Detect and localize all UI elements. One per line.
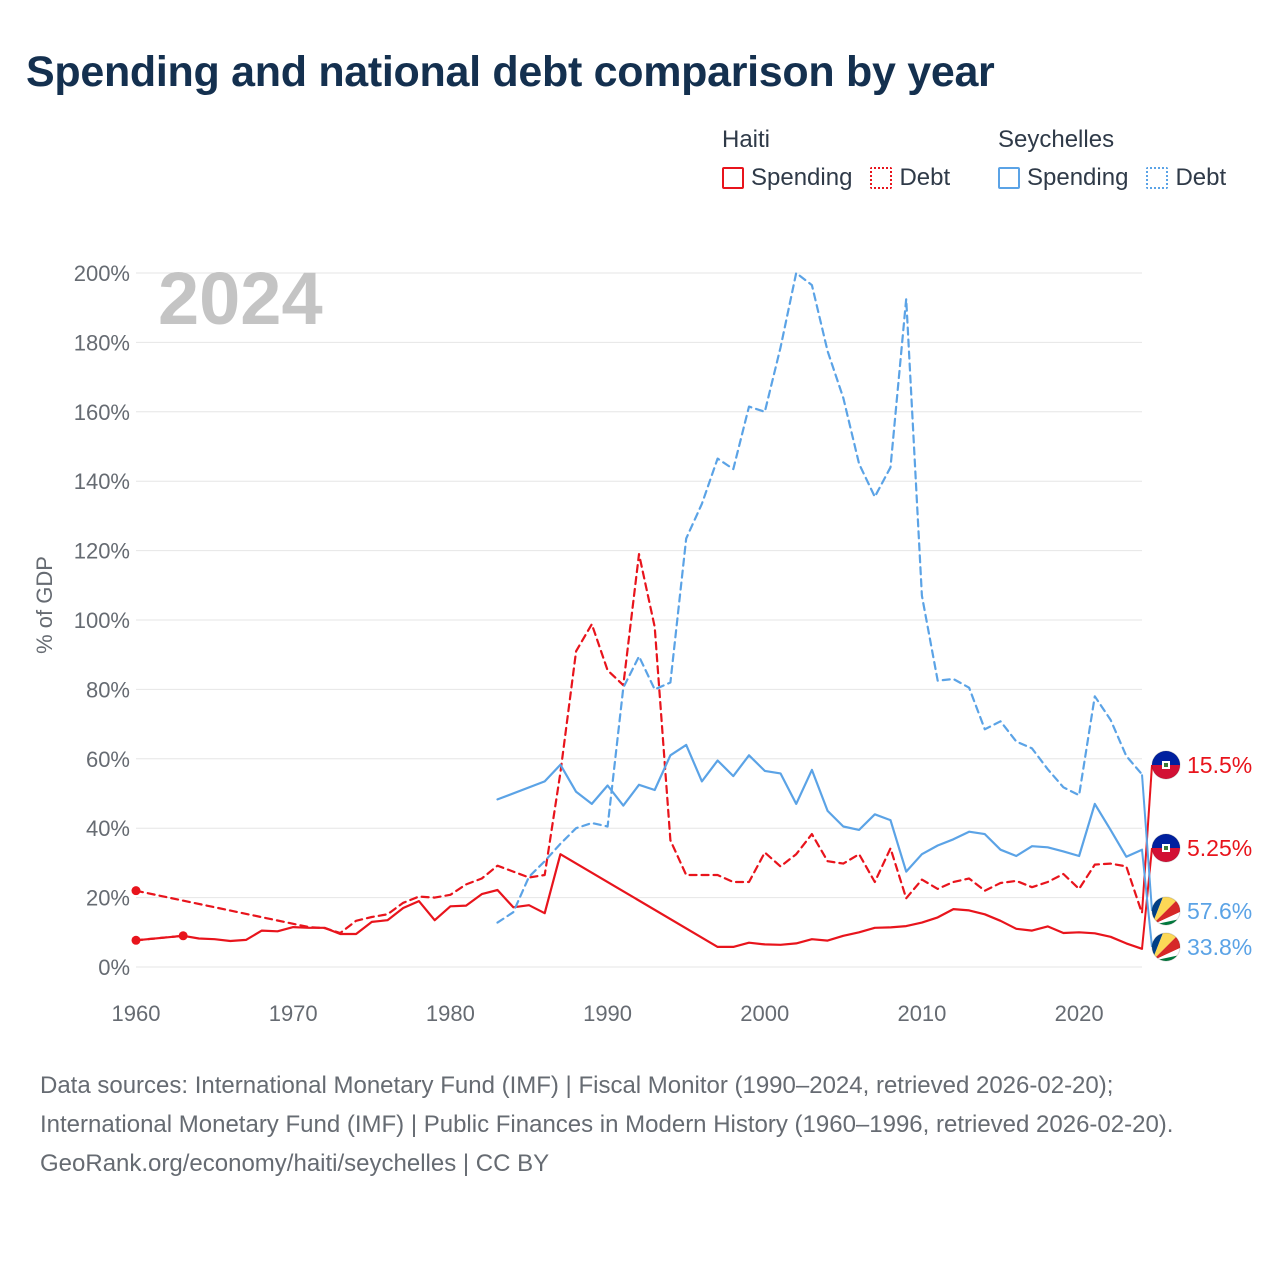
haiti-flag-icon [1151, 833, 1181, 863]
legend-item-haiti-spending[interactable]: Spending [722, 164, 852, 192]
haiti-debt-point [131, 886, 141, 896]
seychelles-debt-line [496, 271, 1144, 924]
legend-swatch-solid [722, 167, 744, 189]
legend-group-haiti: Haiti [722, 124, 770, 156]
legend-swatch-solid [998, 167, 1020, 189]
end-labels: 15.5% 5.25% 57.6% 33.8% [1141, 750, 1252, 962]
x-tick-label: 2000 [740, 1001, 789, 1026]
y-tick-label: 0% [98, 955, 130, 980]
end-label-connector [1141, 849, 1153, 948]
legend-item-haiti-debt[interactable]: Debt [870, 164, 950, 192]
series-markers [131, 886, 188, 945]
end-value-label: 57.6% [1187, 898, 1252, 924]
x-tick-label: 1970 [269, 1001, 318, 1026]
legend-swatch-dotted [870, 167, 893, 189]
chart-title: Spending and national debt comparison by… [26, 48, 995, 96]
x-tick-label: 1960 [112, 1001, 161, 1026]
legend-group-label: Seychelles [998, 126, 1115, 153]
y-axis-label: % of GDP [32, 556, 57, 654]
legend-label: Debt [899, 164, 951, 191]
legend-group-seychelles: Seychelles [998, 124, 1114, 156]
x-tick-label: 1990 [583, 1001, 632, 1026]
y-tick-label: 100% [74, 608, 130, 633]
seychelles-flag-icon [1151, 932, 1181, 962]
attribution-link[interactable]: GeoRank.org/economy/haiti/seychelles | C… [40, 1150, 550, 1177]
y-tick-label: 120% [74, 539, 130, 564]
end-label-connector [1141, 774, 1153, 912]
legend-swatch-dotted [1146, 167, 1169, 189]
data-sources: Data sources: International Monetary Fun… [40, 1066, 1240, 1183]
x-tick-label: 1980 [426, 1001, 475, 1026]
y-tick-label: 20% [86, 886, 130, 911]
y-tick-label: 140% [74, 469, 130, 494]
y-tick-label: 180% [74, 330, 130, 355]
y-tick-label: 160% [74, 400, 130, 425]
x-tick-label: 2020 [1055, 1001, 1104, 1026]
series-lines [134, 271, 1144, 950]
y-tick-label: 200% [74, 261, 130, 286]
legend-row-seychelles: Spending Debt [998, 164, 1226, 192]
y-tick-label: 60% [86, 747, 130, 772]
seychelles-spending-line [496, 743, 1144, 873]
end-value-label: 15.5% [1187, 752, 1252, 778]
year-watermark: 2024 [158, 257, 323, 340]
y-tick-label: 40% [86, 816, 130, 841]
x-axis-ticks: 1960 1970 1980 1990 2000 2010 2020 [112, 1001, 1104, 1026]
legend-row-haiti: Spending Debt [722, 164, 968, 192]
end-value-label: 33.8% [1187, 934, 1252, 960]
end-value-label: 5.25% [1187, 835, 1252, 861]
legend-label: Debt [1175, 164, 1227, 191]
y-tick-label: 80% [86, 677, 130, 702]
legend-item-seychelles-debt[interactable]: Debt [1146, 164, 1226, 192]
gridlines [136, 272, 1142, 968]
haiti-spending-line [134, 853, 1144, 950]
haiti-flag-icon [1151, 750, 1181, 780]
line-chart: 2024 % of GDP 0% 20% 40% 60% 80% 100% 120% 140%… [32, 257, 1252, 1026]
y-axis-ticks: 0% 20% 40% 60% 80% 100% 120% 140% 160% 180% 200% [74, 261, 130, 980]
haiti-spending-gap-segment [135, 934, 184, 942]
haiti-spending-point [131, 935, 141, 945]
haiti-spending-point [178, 931, 188, 941]
legend-label: Spending [1027, 164, 1129, 191]
x-tick-label: 2010 [897, 1001, 946, 1026]
legend-item-seychelles-spending[interactable]: Spending [998, 164, 1128, 192]
haiti-debt-line [134, 553, 1144, 935]
legend-label: Spending [751, 164, 853, 191]
seychelles-flag-icon [1151, 896, 1181, 926]
sources-text: Data sources: International Monetary Fun… [40, 1072, 1174, 1138]
legend-group-label: Haiti [722, 126, 771, 153]
